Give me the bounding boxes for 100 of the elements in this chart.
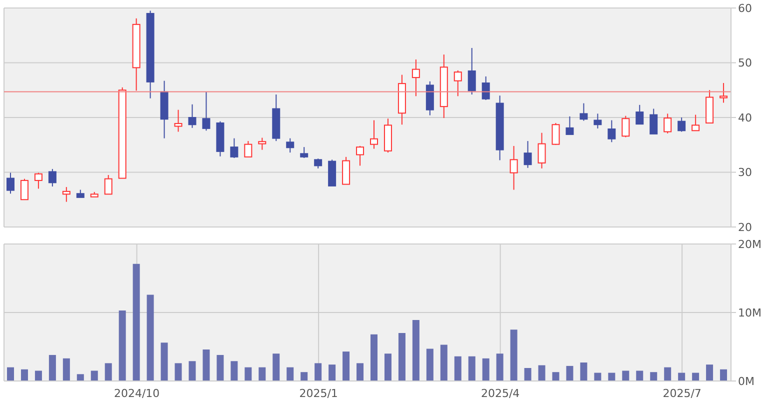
bar <box>202 349 210 381</box>
bar <box>244 367 252 381</box>
bar <box>174 363 182 381</box>
bar <box>370 334 378 381</box>
bar <box>76 374 84 381</box>
bar <box>538 365 546 381</box>
candlestick <box>566 116 574 135</box>
candlestick <box>230 138 238 159</box>
bar <box>384 354 392 381</box>
candlestick <box>510 145 518 190</box>
bar <box>160 342 168 381</box>
candlestick <box>104 174 112 195</box>
bar <box>356 363 364 381</box>
bar <box>328 364 336 381</box>
bar <box>90 370 98 381</box>
y-tick-label: 50 <box>738 56 752 70</box>
candlestick <box>524 140 532 168</box>
bar <box>580 362 588 381</box>
candlestick <box>286 138 294 154</box>
candlestick <box>314 158 322 169</box>
bar <box>622 370 630 381</box>
bar <box>272 354 280 381</box>
candlestick <box>188 104 196 128</box>
candlestick <box>468 47 476 96</box>
candlestick <box>48 168 56 187</box>
candlestick <box>608 120 616 143</box>
x-tick-label: 2025/7 <box>662 386 702 400</box>
candlestick <box>594 113 602 129</box>
candlestick <box>300 146 308 159</box>
bar <box>314 363 322 381</box>
candlestick <box>538 132 546 169</box>
bar <box>188 361 196 381</box>
bar <box>20 369 28 381</box>
candlestick <box>6 172 14 194</box>
bar <box>608 372 616 381</box>
bar <box>62 358 70 381</box>
candlestick <box>692 114 700 132</box>
bar <box>412 320 420 381</box>
candlestick <box>342 156 350 185</box>
x-tick-label: 2025/4 <box>480 386 520 400</box>
bar <box>510 330 518 381</box>
bar <box>706 364 714 381</box>
bar <box>118 310 126 381</box>
bar <box>48 354 56 381</box>
candlestick <box>650 108 658 134</box>
bar <box>426 348 434 381</box>
bar <box>34 370 42 381</box>
candlestick <box>34 172 42 190</box>
y-tick-label: 10M <box>738 306 762 320</box>
bar <box>482 358 490 381</box>
bar <box>230 361 238 381</box>
bar <box>342 352 350 381</box>
bar <box>650 372 658 381</box>
bar <box>7 367 14 381</box>
candlestick <box>202 91 210 132</box>
y-tick-label: 60 <box>738 2 752 15</box>
candlestick <box>664 113 672 134</box>
bar <box>636 370 644 381</box>
y-tick-label: 20M <box>738 238 762 251</box>
bar <box>594 372 602 381</box>
bar <box>300 372 308 381</box>
candlestick <box>482 76 490 100</box>
bar <box>552 372 560 381</box>
bar <box>258 367 266 381</box>
candlestick <box>454 70 462 97</box>
bar <box>146 294 154 381</box>
bar <box>468 356 476 381</box>
candlestick <box>552 122 560 146</box>
bar <box>692 372 700 381</box>
candlestick <box>678 117 686 132</box>
candlestick <box>174 109 182 132</box>
bar <box>454 356 462 381</box>
y-tick-label: 0M <box>738 374 754 388</box>
candlestick <box>720 82 728 104</box>
y-tick-label: 20 <box>738 220 752 234</box>
bar <box>440 344 448 381</box>
bar <box>132 264 140 381</box>
bar <box>216 354 224 381</box>
candlestick <box>636 104 644 125</box>
bar <box>720 369 728 381</box>
candlestick <box>622 115 630 138</box>
candlestick <box>62 186 70 202</box>
bar <box>678 372 686 381</box>
bar <box>664 367 672 381</box>
candlestick <box>258 137 266 150</box>
x-tick-label: 2024/10 <box>114 386 160 400</box>
bar <box>566 366 574 381</box>
bar <box>524 368 532 381</box>
candlestick <box>412 58 420 97</box>
bar <box>496 354 504 381</box>
candlestick <box>370 120 378 150</box>
y-tick-label: 30 <box>738 166 752 180</box>
bar <box>104 363 112 381</box>
bar <box>286 367 294 381</box>
y-tick-label: 40 <box>738 111 752 124</box>
candlestick <box>356 145 364 166</box>
bar <box>398 333 406 381</box>
candlestick <box>580 102 588 122</box>
x-tick-label: 2025/1 <box>299 386 338 400</box>
candlestick <box>20 178 28 200</box>
